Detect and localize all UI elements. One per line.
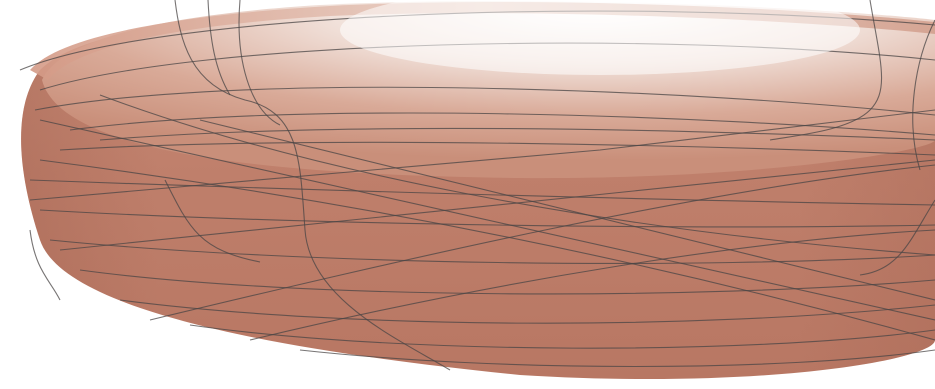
inner-highlight [340, 0, 860, 75]
dish-rim [30, 1, 935, 80]
